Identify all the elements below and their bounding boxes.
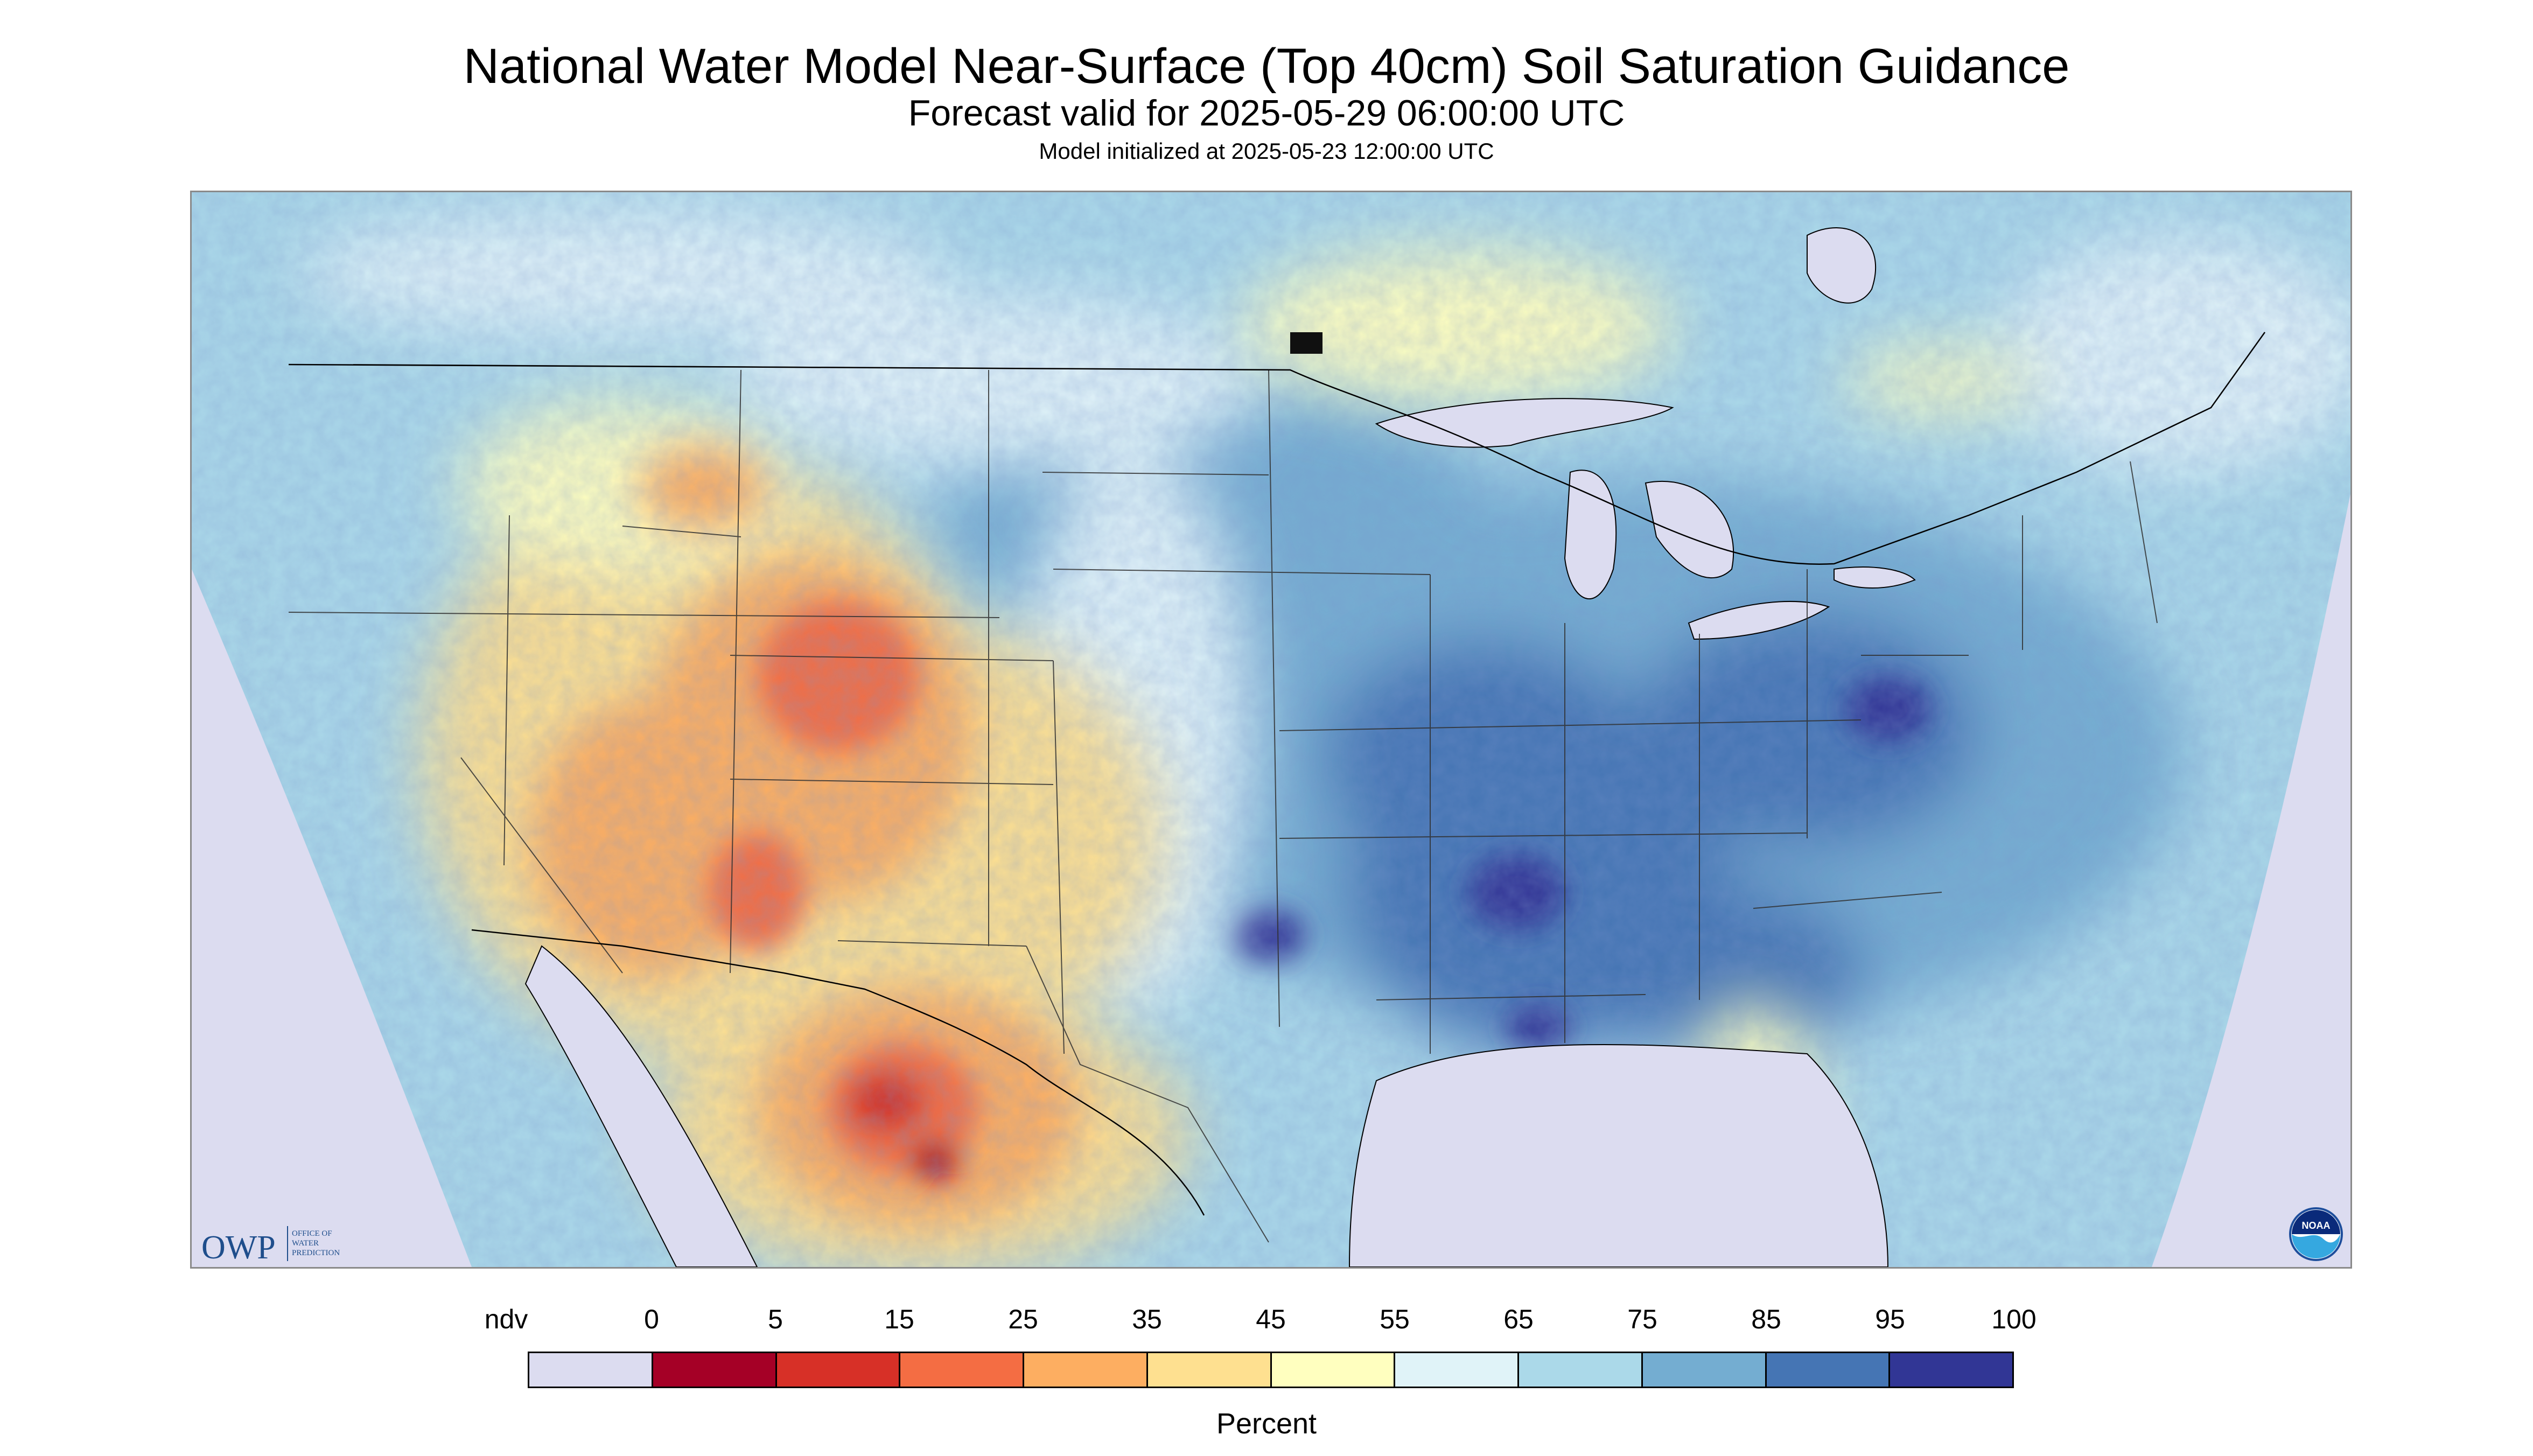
- colorbar-tick-label: 100: [1991, 1304, 2037, 1334]
- lake-ontario: [1834, 566, 1916, 589]
- colorbar-segment: [1271, 1353, 1396, 1387]
- colorbar-tick-label: 5: [768, 1304, 783, 1334]
- map-title: National Water Model Near-Surface (Top 4…: [463, 39, 2070, 94]
- lake-erie: [1688, 601, 1830, 640]
- colorbar-segment: [1395, 1353, 1519, 1387]
- noaa-logo-icon: NOAA: [2289, 1207, 2343, 1261]
- colorbar-tick-label: 85: [1751, 1304, 1781, 1334]
- us-canada-border: [288, 332, 2266, 565]
- lake-michigan: [1564, 470, 1617, 600]
- owp-logo: OWP OFFICE OF WATER PREDICTION: [201, 1226, 340, 1266]
- colorbar-tick-label: 95: [1875, 1304, 1905, 1334]
- water-bodies: [1375, 227, 1916, 640]
- forecast-valid-subtitle: Forecast valid for 2025-05-29 06:00:00 U…: [908, 93, 1625, 134]
- colorbar-segment: [1766, 1353, 1891, 1387]
- colorbar-segment: [1890, 1353, 2012, 1387]
- gulf-of-mexico: [1348, 1044, 1889, 1267]
- soil-saturation-map: OWP OFFICE OF WATER PREDICTION NOAA: [190, 191, 2352, 1269]
- colorbar-tick-label: 15: [884, 1304, 914, 1334]
- colorbar-tick-label: 65: [1503, 1304, 1534, 1334]
- model-initialized-caption: Model initialized at 2025-05-23 12:00:00…: [1039, 138, 1494, 164]
- colorbar-segment: [1024, 1353, 1148, 1387]
- map-canvas: OWP OFFICE OF WATER PREDICTION NOAA: [192, 192, 2350, 1267]
- us-mexico-border: [471, 929, 1205, 1216]
- colorbar-segment: [1147, 1353, 1272, 1387]
- land-field: [192, 192, 2350, 1267]
- colorbar-tick-label: 45: [1256, 1304, 1286, 1334]
- state-boundaries: [288, 364, 2158, 1243]
- hudson-bay: [1807, 227, 1877, 304]
- owp-subtext-3: PREDICTION: [292, 1249, 340, 1257]
- colorbar-segment: [776, 1353, 901, 1387]
- lake-superior: [1375, 398, 1674, 448]
- colorbar-segment: [1642, 1353, 1767, 1387]
- colorbar-segment-ndv: [529, 1353, 653, 1387]
- colorbar-units-label: Percent: [1216, 1408, 1317, 1440]
- colorbar-tick-label: 75: [1627, 1304, 1657, 1334]
- noaa-logo-text: NOAA: [2302, 1220, 2331, 1231]
- owp-subtext-1: OFFICE OF: [292, 1229, 332, 1238]
- colorbar-segment: [1519, 1353, 1643, 1387]
- gulf-of-california: [524, 945, 758, 1267]
- colorbar-label-ndv: ndv: [484, 1304, 528, 1334]
- colorbar-tick-label: 55: [1380, 1304, 1410, 1334]
- lake-huron: [1645, 480, 1734, 579]
- colorbar: [528, 1352, 2014, 1388]
- owp-subtext-2: WATER: [292, 1239, 319, 1248]
- owp-logo-text: OWP: [201, 1229, 276, 1266]
- colorbar-tick-label: 0: [644, 1304, 659, 1334]
- colorbar-segment: [653, 1353, 777, 1387]
- lake-of-the-woods: [1290, 332, 1323, 354]
- colorbar-segment: [900, 1353, 1024, 1387]
- colorbar-tick-label: 35: [1132, 1304, 1162, 1334]
- colorbar-tick-label: 25: [1008, 1304, 1038, 1334]
